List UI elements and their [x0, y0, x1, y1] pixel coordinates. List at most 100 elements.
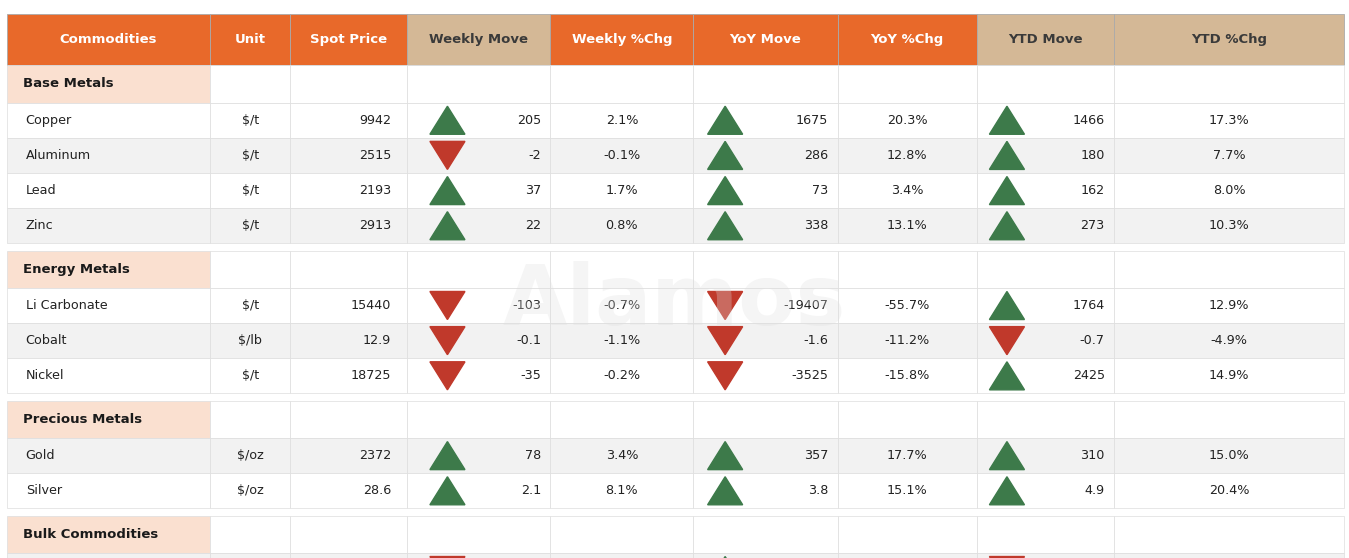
Bar: [1114, 323, 1344, 358]
Bar: [838, 173, 977, 208]
Polygon shape: [430, 362, 465, 390]
Bar: [7, 288, 210, 323]
Text: 37: 37: [525, 184, 541, 197]
Bar: [1114, 516, 1344, 553]
Bar: [693, 358, 838, 393]
Text: YoY Move: YoY Move: [730, 33, 801, 46]
Text: Base Metals: Base Metals: [23, 78, 113, 90]
Text: -3525: -3525: [792, 369, 828, 382]
Text: 3.4%: 3.4%: [606, 449, 638, 462]
Polygon shape: [430, 291, 465, 320]
Text: 162: 162: [1081, 184, 1105, 197]
Text: 78: 78: [525, 449, 541, 462]
Bar: [977, 288, 1114, 323]
Bar: [407, 138, 550, 173]
Text: -0.1: -0.1: [515, 334, 541, 347]
Text: $/lb: $/lb: [239, 334, 262, 347]
Polygon shape: [989, 556, 1024, 558]
Bar: [210, 251, 290, 288]
Text: 13.1%: 13.1%: [886, 219, 928, 232]
Bar: [7, 251, 210, 288]
Text: 7.7%: 7.7%: [1213, 149, 1245, 162]
Bar: [693, 208, 838, 243]
Bar: [977, 473, 1114, 508]
Polygon shape: [708, 141, 743, 170]
Text: 8.1%: 8.1%: [606, 484, 638, 497]
Bar: [977, 138, 1114, 173]
Bar: [290, 516, 407, 553]
Bar: [1114, 288, 1344, 323]
Text: 12.8%: 12.8%: [886, 149, 928, 162]
Bar: [977, 358, 1114, 393]
Polygon shape: [430, 106, 465, 134]
Text: 273: 273: [1081, 219, 1105, 232]
Text: Cobalt: Cobalt: [26, 334, 67, 347]
Bar: [1114, 401, 1344, 438]
Bar: [210, 208, 290, 243]
Text: 2.1%: 2.1%: [606, 114, 638, 127]
Bar: [977, 65, 1114, 103]
Polygon shape: [989, 106, 1024, 134]
Text: Precious Metals: Precious Metals: [23, 413, 142, 426]
Bar: [407, 208, 550, 243]
Text: Weekly Move: Weekly Move: [429, 33, 529, 46]
Polygon shape: [708, 176, 743, 205]
Polygon shape: [430, 326, 465, 355]
Bar: [210, 323, 290, 358]
Bar: [838, 473, 977, 508]
Text: 14.9%: 14.9%: [1209, 369, 1249, 382]
Text: 338: 338: [804, 219, 828, 232]
Text: Copper: Copper: [26, 114, 71, 127]
Bar: [550, 323, 693, 358]
Text: 1675: 1675: [796, 114, 828, 127]
Polygon shape: [708, 291, 743, 320]
Bar: [7, 103, 210, 138]
Bar: [550, 438, 693, 473]
Bar: [407, 103, 550, 138]
Bar: [1114, 473, 1344, 508]
Bar: [1114, 103, 1344, 138]
Text: -19407: -19407: [784, 299, 828, 312]
Bar: [1114, 65, 1344, 103]
Bar: [838, 14, 977, 65]
Bar: [977, 553, 1114, 558]
Text: -103: -103: [513, 299, 541, 312]
Bar: [1114, 438, 1344, 473]
Bar: [693, 323, 838, 358]
Text: 2515: 2515: [359, 149, 391, 162]
Polygon shape: [430, 477, 465, 505]
Polygon shape: [989, 211, 1024, 240]
Bar: [7, 438, 210, 473]
Bar: [290, 173, 407, 208]
Polygon shape: [989, 477, 1024, 505]
Bar: [693, 103, 838, 138]
Bar: [7, 401, 210, 438]
Text: -0.7%: -0.7%: [603, 299, 641, 312]
Bar: [550, 288, 693, 323]
Text: $/t: $/t: [241, 114, 259, 127]
Bar: [1114, 251, 1344, 288]
Polygon shape: [989, 291, 1024, 320]
Bar: [550, 208, 693, 243]
Text: -35: -35: [521, 369, 541, 382]
Polygon shape: [708, 106, 743, 134]
Text: Commodities: Commodities: [59, 33, 158, 46]
Text: Li Carbonate: Li Carbonate: [26, 299, 108, 312]
Bar: [1114, 208, 1344, 243]
Text: 310: 310: [1081, 449, 1105, 462]
Text: 286: 286: [804, 149, 828, 162]
Bar: [838, 401, 977, 438]
Bar: [1114, 358, 1344, 393]
Bar: [550, 103, 693, 138]
Text: Alamos: Alamos: [503, 261, 846, 342]
Bar: [977, 14, 1114, 65]
Bar: [7, 323, 210, 358]
Bar: [977, 516, 1114, 553]
Bar: [290, 288, 407, 323]
Text: Nickel: Nickel: [26, 369, 65, 382]
Polygon shape: [989, 326, 1024, 355]
Bar: [407, 516, 550, 553]
Text: 2193: 2193: [359, 184, 391, 197]
Bar: [550, 65, 693, 103]
Text: Energy Metals: Energy Metals: [23, 263, 130, 276]
